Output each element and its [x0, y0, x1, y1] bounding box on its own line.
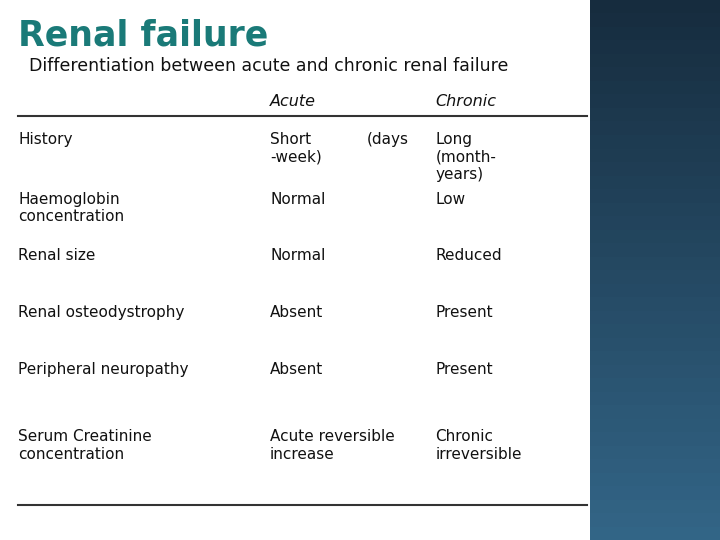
Text: Short
-week): Short -week) — [270, 132, 322, 165]
Text: Acute: Acute — [270, 94, 316, 110]
Text: Reduced: Reduced — [436, 248, 503, 264]
Text: Normal: Normal — [270, 248, 325, 264]
Text: Chronic
irreversible: Chronic irreversible — [436, 429, 522, 462]
Text: Peripheral neuropathy: Peripheral neuropathy — [18, 362, 189, 377]
Text: Present: Present — [436, 362, 493, 377]
Text: Present: Present — [436, 305, 493, 320]
Text: History: History — [18, 132, 73, 147]
Text: Renal failure: Renal failure — [18, 19, 269, 53]
Text: Acute reversible
increase: Acute reversible increase — [270, 429, 395, 462]
Text: Normal: Normal — [270, 192, 325, 207]
Text: Absent: Absent — [270, 362, 323, 377]
Text: Absent: Absent — [270, 305, 323, 320]
Text: Differentiation between acute and chronic renal failure: Differentiation between acute and chroni… — [29, 57, 508, 75]
Text: Renal size: Renal size — [18, 248, 95, 264]
Text: Chronic: Chronic — [436, 94, 497, 110]
Text: Renal osteodystrophy: Renal osteodystrophy — [18, 305, 184, 320]
Text: Haemoglobin
concentration: Haemoglobin concentration — [18, 192, 124, 224]
Text: Serum Creatinine
concentration: Serum Creatinine concentration — [18, 429, 152, 462]
Text: (days: (days — [367, 132, 409, 147]
Text: Low: Low — [436, 192, 466, 207]
Text: Long
(month-
years): Long (month- years) — [436, 132, 497, 182]
